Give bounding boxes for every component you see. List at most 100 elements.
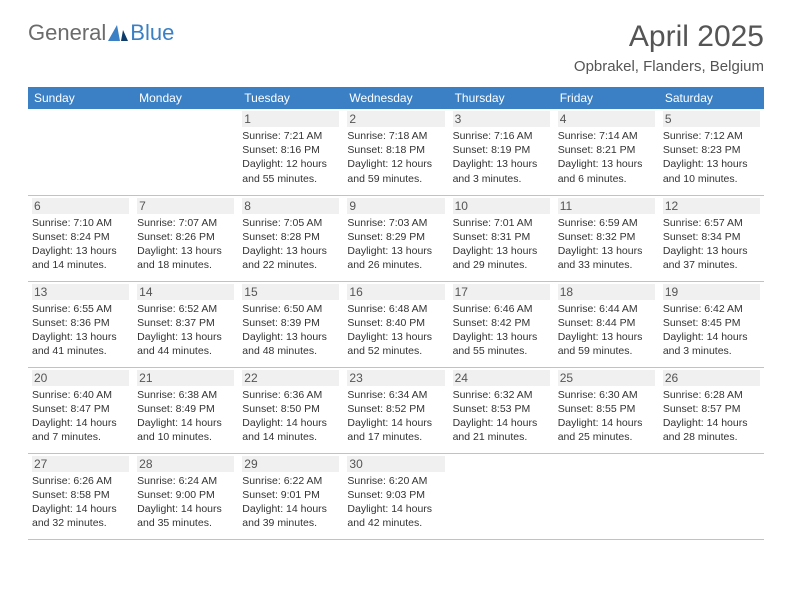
day-number: 28 [137,456,234,472]
day-content: Sunrise: 6:20 AMSunset: 9:03 PMDaylight:… [347,474,444,531]
day-number: 17 [453,284,550,300]
day-number: 18 [558,284,655,300]
day-number: 10 [453,198,550,214]
day-number: 4 [558,111,655,127]
day-content: Sunrise: 7:07 AMSunset: 8:26 PMDaylight:… [137,216,234,273]
day-content: Sunrise: 7:16 AMSunset: 8:19 PMDaylight:… [453,129,550,186]
day-content: Sunrise: 7:21 AMSunset: 8:16 PMDaylight:… [242,129,339,186]
day-number: 16 [347,284,444,300]
day-number: 21 [137,370,234,386]
day-content: Sunrise: 6:59 AMSunset: 8:32 PMDaylight:… [558,216,655,273]
column-header: Friday [554,87,659,109]
day-number: 6 [32,198,129,214]
calendar-table: SundayMondayTuesdayWednesdayThursdayFrid… [28,87,764,540]
day-cell: 22Sunrise: 6:36 AMSunset: 8:50 PMDayligh… [238,367,343,453]
day-cell [28,109,133,195]
day-cell: 13 Sunrise: 6:55 AMSunset: 8:36 PMDayligh… [28,281,133,367]
table-row: 13 Sunrise: 6:55 AMSunset: 8:36 PMDayligh… [28,281,764,367]
day-content: Sunrise: 6:28 AMSunset: 8:57 PMDaylight:… [663,388,760,445]
day-content: Sunrise: 6:55 AMSunset: 8:36 PMDaylight:… [32,302,129,359]
day-content: Sunrise: 6:22 AMSunset: 9:01 PMDaylight:… [242,474,339,531]
day-cell: 12Sunrise: 6:57 AMSunset: 8:34 PMDayligh… [659,195,764,281]
day-content: Sunrise: 6:48 AMSunset: 8:40 PMDaylight:… [347,302,444,359]
day-cell: 23 Sunrise: 6:34 AMSunset: 8:52 PMDayligh… [343,367,448,453]
day-cell: 20Sunrise: 6:40 AMSunset: 8:47 PMDayligh… [28,367,133,453]
day-number: 2 [347,111,444,127]
day-cell: 1 Sunrise: 7:21 AMSunset: 8:16 PMDaylight… [238,109,343,195]
logo-text-general: General [28,20,106,46]
day-cell: 30Sunrise: 6:20 AMSunset: 9:03 PMDayligh… [343,453,448,539]
location-text: Opbrakel, Flanders, Belgium [574,58,764,75]
day-number: 5 [663,111,760,127]
day-cell [133,109,238,195]
day-number: 3 [453,111,550,127]
day-cell: 26 Sunrise: 6:28 AMSunset: 8:57 PMDayligh… [659,367,764,453]
day-content: Sunrise: 6:40 AMSunset: 8:47 PMDaylight:… [32,388,129,445]
day-number: 14 [137,284,234,300]
column-header: Monday [133,87,238,109]
day-cell [659,453,764,539]
day-content: Sunrise: 6:38 AMSunset: 8:49 PMDaylight:… [137,388,234,445]
day-number: 11 [558,198,655,214]
day-cell: 5 Sunrise: 7:12 AMSunset: 8:23 PMDaylight… [659,109,764,195]
day-cell: 16 Sunrise: 6:48 AMSunset: 8:40 PMDayligh… [343,281,448,367]
calendar-body: 1 Sunrise: 7:21 AMSunset: 8:16 PMDaylight… [28,109,764,539]
day-cell: 18 Sunrise: 6:44 AMSunset: 8:44 PMDayligh… [554,281,659,367]
day-cell: 8 Sunrise: 7:05 AMSunset: 8:28 PMDaylight… [238,195,343,281]
day-cell: 11 Sunrise: 6:59 AMSunset: 8:32 PMDayligh… [554,195,659,281]
day-cell: 27 Sunrise: 6:26 AMSunset: 8:58 PMDayligh… [28,453,133,539]
day-cell: 29 Sunrise: 6:22 AMSunset: 9:01 PMDayligh… [238,453,343,539]
column-header: Thursday [449,87,554,109]
day-number: 19 [663,284,760,300]
table-row: 6 Sunrise: 7:10 AMSunset: 8:24 PMDaylight… [28,195,764,281]
day-content: Sunrise: 6:44 AMSunset: 8:44 PMDaylight:… [558,302,655,359]
column-header: Wednesday [343,87,448,109]
table-row: 1 Sunrise: 7:21 AMSunset: 8:16 PMDaylight… [28,109,764,195]
day-content: Sunrise: 7:05 AMSunset: 8:28 PMDaylight:… [242,216,339,273]
day-cell: 15 Sunrise: 6:50 AMSunset: 8:39 PMDayligh… [238,281,343,367]
day-number: 1 [242,111,339,127]
day-number: 9 [347,198,444,214]
day-cell [554,453,659,539]
day-content: Sunrise: 6:42 AMSunset: 8:45 PMDaylight:… [663,302,760,359]
day-number: 23 [347,370,444,386]
day-cell: 24 Sunrise: 6:32 AMSunset: 8:53 PMDayligh… [449,367,554,453]
day-content: Sunrise: 6:26 AMSunset: 8:58 PMDaylight:… [32,474,129,531]
day-number: 13 [32,284,129,300]
day-cell: 2 Sunrise: 7:18 AMSunset: 8:18 PMDaylight… [343,109,448,195]
title-block: April 2025 Opbrakel, Flanders, Belgium [574,20,764,75]
calendar-head: SundayMondayTuesdayWednesdayThursdayFrid… [28,87,764,109]
day-content: Sunrise: 7:01 AMSunset: 8:31 PMDaylight:… [453,216,550,273]
day-content: Sunrise: 6:52 AMSunset: 8:37 PMDaylight:… [137,302,234,359]
day-content: Sunrise: 6:50 AMSunset: 8:39 PMDaylight:… [242,302,339,359]
day-cell: 17 Sunrise: 6:46 AMSunset: 8:42 PMDayligh… [449,281,554,367]
logo-sail-icon [108,25,128,41]
day-number: 27 [32,456,129,472]
page-header: General Blue April 2025 Opbrakel, Flande… [28,20,764,75]
day-content: Sunrise: 6:24 AMSunset: 9:00 PMDaylight:… [137,474,234,531]
day-number: 24 [453,370,550,386]
day-content: Sunrise: 7:03 AMSunset: 8:29 PMDaylight:… [347,216,444,273]
day-cell: 28 Sunrise: 6:24 AMSunset: 9:00 PMDayligh… [133,453,238,539]
table-row: 27 Sunrise: 6:26 AMSunset: 8:58 PMDayligh… [28,453,764,539]
table-row: 20Sunrise: 6:40 AMSunset: 8:47 PMDayligh… [28,367,764,453]
day-content: Sunrise: 6:46 AMSunset: 8:42 PMDaylight:… [453,302,550,359]
day-content: Sunrise: 7:12 AMSunset: 8:23 PMDaylight:… [663,129,760,186]
day-content: Sunrise: 6:32 AMSunset: 8:53 PMDaylight:… [453,388,550,445]
day-number: 26 [663,370,760,386]
day-number: 15 [242,284,339,300]
day-number: 29 [242,456,339,472]
day-content: Sunrise: 7:18 AMSunset: 8:18 PMDaylight:… [347,129,444,186]
day-number: 8 [242,198,339,214]
day-cell: 25Sunrise: 6:30 AMSunset: 8:55 PMDayligh… [554,367,659,453]
day-cell: 3 Sunrise: 7:16 AMSunset: 8:19 PMDaylight… [449,109,554,195]
day-cell: 4 Sunrise: 7:14 AMSunset: 8:21 PMDaylight… [554,109,659,195]
logo-text-blue: Blue [130,20,174,46]
day-content: Sunrise: 7:14 AMSunset: 8:21 PMDaylight:… [558,129,655,186]
day-content: Sunrise: 6:34 AMSunset: 8:52 PMDaylight:… [347,388,444,445]
day-cell: 9 Sunrise: 7:03 AMSunset: 8:29 PMDaylight… [343,195,448,281]
day-number: 22 [242,370,339,386]
day-cell [449,453,554,539]
day-content: Sunrise: 7:10 AMSunset: 8:24 PMDaylight:… [32,216,129,273]
logo: General Blue [28,20,174,46]
